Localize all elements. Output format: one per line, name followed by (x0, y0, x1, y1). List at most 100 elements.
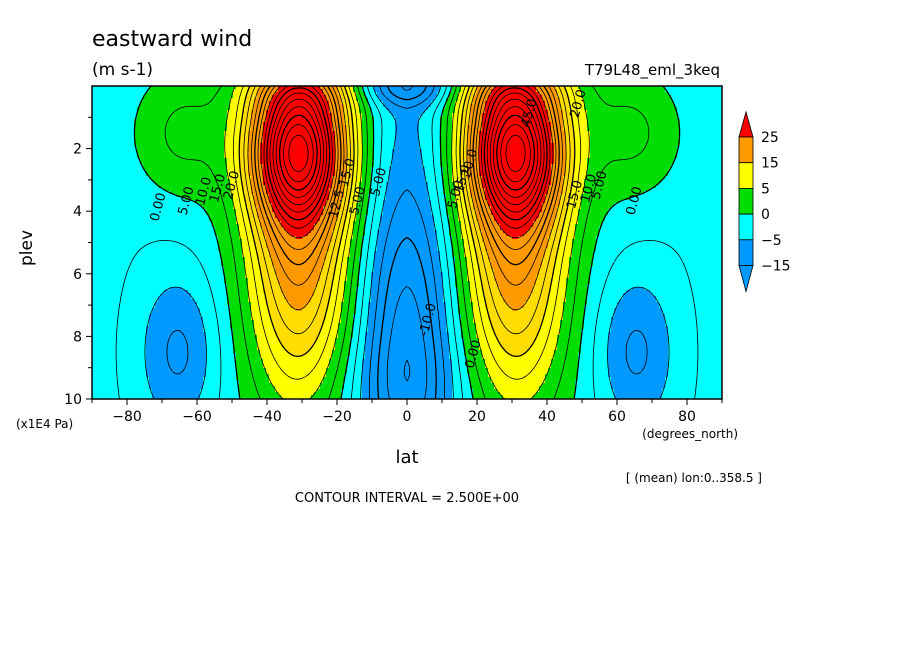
contour-fill-cell (341, 110, 345, 114)
contour-fill-cell (338, 140, 342, 144)
contour-fill-cell (395, 131, 399, 135)
contour-fill-cell (323, 101, 327, 105)
contour-fill-cell (350, 140, 354, 144)
contour-fill-cell (704, 137, 708, 141)
contour-fill-cell (284, 101, 288, 105)
contour-fill-cell (233, 152, 237, 156)
contour-fill-cell (290, 107, 294, 111)
contour-fill-cell (188, 146, 192, 150)
contour-fill-cell (188, 107, 192, 111)
contour-fill-cell (170, 122, 174, 126)
contour-fill-cell (554, 92, 558, 96)
contour-fill-cell (674, 125, 678, 129)
contour-fill-cell (434, 149, 438, 153)
contour-fill-cell (575, 119, 579, 123)
contour-fill-cell (125, 143, 129, 147)
contour-fill-cell (653, 110, 657, 114)
contour-fill-cell (146, 122, 150, 126)
contour-fill-cell (116, 143, 120, 147)
contour-fill-cell (644, 131, 648, 135)
contour-fill-cell (635, 149, 639, 153)
contour-fill-cell (368, 107, 372, 111)
contour-fill-cell (638, 134, 642, 138)
contour-fill-cell (617, 137, 621, 141)
contour-fill-cell (299, 113, 303, 117)
contour-fill-cell (179, 143, 183, 147)
contour-fill-cell (539, 95, 543, 99)
contour-fill-cell (557, 95, 561, 99)
contour-fill-cell (119, 137, 123, 141)
contour-fill-cell (98, 152, 102, 156)
contour-fill-cell (101, 98, 105, 102)
contour-fill-cell (230, 101, 234, 105)
contour-fill-cell (236, 155, 240, 159)
contour-fill-cell (641, 110, 645, 114)
contour-fill-cell (104, 92, 108, 96)
contour-fill-cell (479, 92, 483, 96)
contour-fill-cell (512, 101, 516, 105)
contour-fill-cell (632, 137, 636, 141)
contour-fill-cell (233, 131, 237, 135)
contour-fill-cell (638, 92, 642, 96)
contour-fill-cell (413, 116, 417, 120)
contour-fill-cell (170, 101, 174, 105)
contour-fill-cell (437, 152, 441, 156)
contour-fill-cell (593, 86, 597, 90)
contour-fill-cell (272, 155, 276, 159)
contour-fill-cell (272, 116, 276, 120)
contour-fill-cell (707, 128, 711, 132)
contour-fill-cell (557, 107, 561, 111)
contour-fill-cell (197, 122, 201, 126)
contour-fill-cell (185, 140, 189, 144)
contour-fill-cell (476, 113, 480, 117)
contour-fill-cell (203, 98, 207, 102)
contour-fill-cell (284, 122, 288, 126)
contour-fill-cell (314, 104, 318, 108)
contour-fill-cell (545, 128, 549, 132)
contour-fill-cell (155, 137, 159, 141)
contour-fill-cell (692, 86, 696, 90)
contour-fill-cell (608, 143, 612, 147)
contour-fill-cell (317, 128, 321, 132)
contour-fill-cell (563, 155, 567, 159)
contour-fill-cell (380, 92, 384, 96)
contour-fill-cell (140, 155, 144, 159)
contour-fill-cell (461, 146, 465, 150)
contour-fill-cell (584, 89, 588, 93)
contour-fill-cell (164, 110, 168, 114)
contour-fill-cell (656, 107, 660, 111)
contour-fill-cell (599, 146, 603, 150)
contour-fill-cell (170, 86, 174, 90)
contour-fill-cell (272, 146, 276, 150)
contour-fill-cell (239, 137, 243, 141)
contour-fill-cell (149, 134, 153, 138)
contour-fill-cell (185, 92, 189, 96)
contour-fill-cell (650, 95, 654, 99)
contour-fill-cell (368, 152, 372, 156)
contour-fill-cell (125, 149, 129, 153)
contour-fill-cell (215, 86, 219, 90)
contour-fill-cell (326, 107, 330, 111)
contour-fill-cell (356, 125, 360, 129)
contour-fill-cell (284, 134, 288, 138)
contour-fill-cell (95, 98, 99, 102)
contour-fill-cell (719, 110, 722, 114)
contour-fill-cell (662, 137, 666, 141)
contour-fill-cell (137, 137, 141, 141)
contour-fill-cell (290, 119, 294, 123)
contour-fill-cell (698, 143, 702, 147)
contour-fill-cell (488, 122, 492, 126)
contour-fill-cell (296, 92, 300, 96)
contour-fill-cell (395, 140, 399, 144)
contour-fill-cell (140, 119, 144, 123)
contour-fill-cell (710, 146, 714, 150)
contour-fill-cell (191, 146, 195, 150)
contour-fill-cell (593, 125, 597, 129)
contour-fill-cell (440, 125, 444, 129)
contour-fill-cell (251, 113, 255, 117)
contour-fill-cell (482, 134, 486, 138)
contour-fill-cell (239, 140, 243, 144)
contour-fill-cell (707, 95, 711, 99)
contour-fill-cell (596, 125, 600, 129)
contour-fill-cell (269, 104, 273, 108)
